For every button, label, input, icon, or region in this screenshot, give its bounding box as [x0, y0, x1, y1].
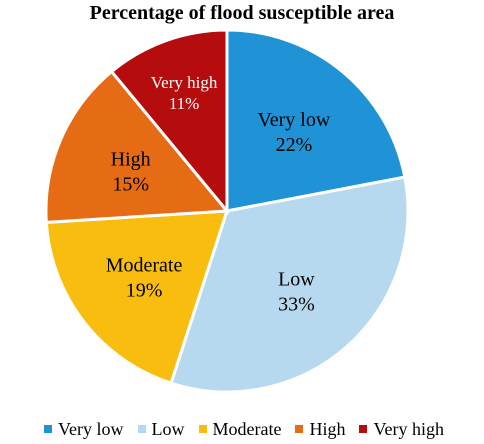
slice-label-name: Very low — [258, 109, 331, 131]
legend-item-high: High — [295, 419, 345, 440]
slice-label-value: 11% — [169, 94, 200, 113]
pie-plot: Very low 22% Low 33% Moderate 19% High 15% Very … — [44, 28, 410, 394]
slice-label-name: Low — [278, 269, 315, 291]
legend: Very low Low Moderate High Very high — [4, 416, 484, 442]
slice-label-name: Very high — [151, 73, 218, 92]
legend-swatch-high — [295, 425, 304, 433]
chart-title: Percentage of flood susceptible area — [89, 2, 395, 24]
pie-slice-high — [44, 69, 231, 224]
legend-swatch-very-low — [44, 425, 53, 433]
legend-item-very-low: Very low — [44, 419, 124, 440]
slice-label-value: 19% — [126, 279, 163, 301]
legend-swatch-very-high — [359, 425, 368, 433]
legend-item-low: Low — [137, 418, 185, 440]
slice-label-value: 22% — [276, 134, 313, 156]
slice-label-very-high: Very high 11% — [151, 73, 218, 113]
pie-slice-low — [169, 175, 410, 394]
legend-swatch-moderate — [198, 425, 207, 433]
slice-label-value: 15% — [112, 173, 149, 195]
pie-slice-moderate — [44, 209, 230, 386]
slice-label-name: High — [111, 148, 151, 170]
slice-label-name: Moderate — [106, 254, 183, 276]
legend-item-moderate: Moderate — [198, 418, 282, 440]
legend-label: Moderate — [212, 418, 282, 439]
slice-label-low: Low 33% — [278, 269, 315, 316]
legend-label: Very high — [373, 418, 444, 439]
legend-item-very-high: Very high — [359, 419, 444, 440]
legend-swatch-low — [137, 425, 146, 433]
slice-label-very-low: Very low 22% — [258, 109, 331, 156]
pie-slice-very-low — [225, 28, 407, 213]
slice-label-moderate: Moderate 19% — [106, 254, 183, 301]
slice-label-value: 33% — [278, 294, 315, 316]
pie-slice-very-high — [109, 28, 229, 216]
slice-label-high: High 15% — [111, 148, 151, 195]
legend-label: Very low — [58, 418, 124, 439]
legend-label: High — [309, 418, 346, 439]
legend-label: Low — [151, 418, 185, 439]
